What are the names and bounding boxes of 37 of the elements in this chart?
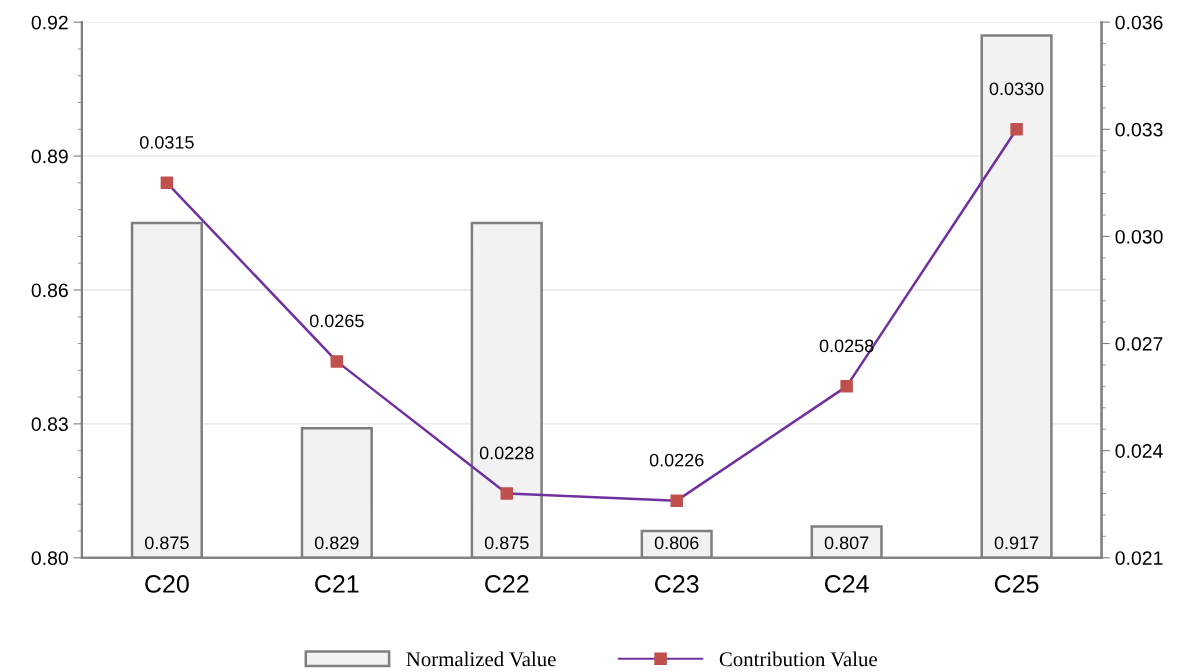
point: [670, 494, 683, 507]
data-label: 0.0228: [479, 446, 534, 460]
x-tick-label: C21: [315, 575, 359, 593]
data-label: 0.875: [484, 536, 529, 550]
data-label: 0.0330: [989, 82, 1044, 96]
data-label: 0.0226: [649, 453, 704, 467]
y2-tick-label: 0.027: [1115, 336, 1163, 351]
x-tick-label: C24: [824, 575, 869, 593]
y-tick-label: 0.92: [31, 15, 68, 30]
data-label: 0.875: [144, 536, 189, 550]
y2-tick-label: 0.024: [1115, 444, 1163, 458]
data-label: 0.806: [654, 536, 699, 550]
data-label: 0.0315: [139, 135, 194, 149]
y2-tick-label: 0.030: [1115, 229, 1163, 244]
point: [160, 176, 174, 190]
y2-tick-label: 0.033: [1115, 122, 1163, 137]
y2-tick-label: 0.021: [1115, 551, 1163, 565]
data-label: 0.0265: [309, 314, 364, 328]
y-tick-label: 0.80: [31, 551, 68, 565]
y-tick-label: 0.83: [31, 417, 68, 432]
y-tick-label: 0.86: [31, 283, 68, 298]
data-label: 0.917: [994, 536, 1039, 550]
legend-label: Contribution Value: [719, 651, 877, 667]
point: [500, 487, 514, 500]
y2-tick-label: 0.036: [1115, 15, 1163, 30]
data-label: 0.807: [824, 536, 869, 550]
point: [840, 380, 853, 393]
x-tick-label: C25: [994, 575, 1039, 593]
point: [330, 355, 344, 368]
point: [1010, 123, 1023, 136]
legend-label: Normalized Value: [406, 651, 556, 667]
x-tick-label: C23: [655, 575, 699, 593]
data-label: 0.829: [314, 536, 359, 550]
data-label: 0.0258: [819, 339, 874, 353]
y-tick-label: 0.89: [31, 149, 68, 164]
x-tick-label: C20: [145, 575, 189, 593]
x-tick-label: C22: [485, 575, 529, 593]
